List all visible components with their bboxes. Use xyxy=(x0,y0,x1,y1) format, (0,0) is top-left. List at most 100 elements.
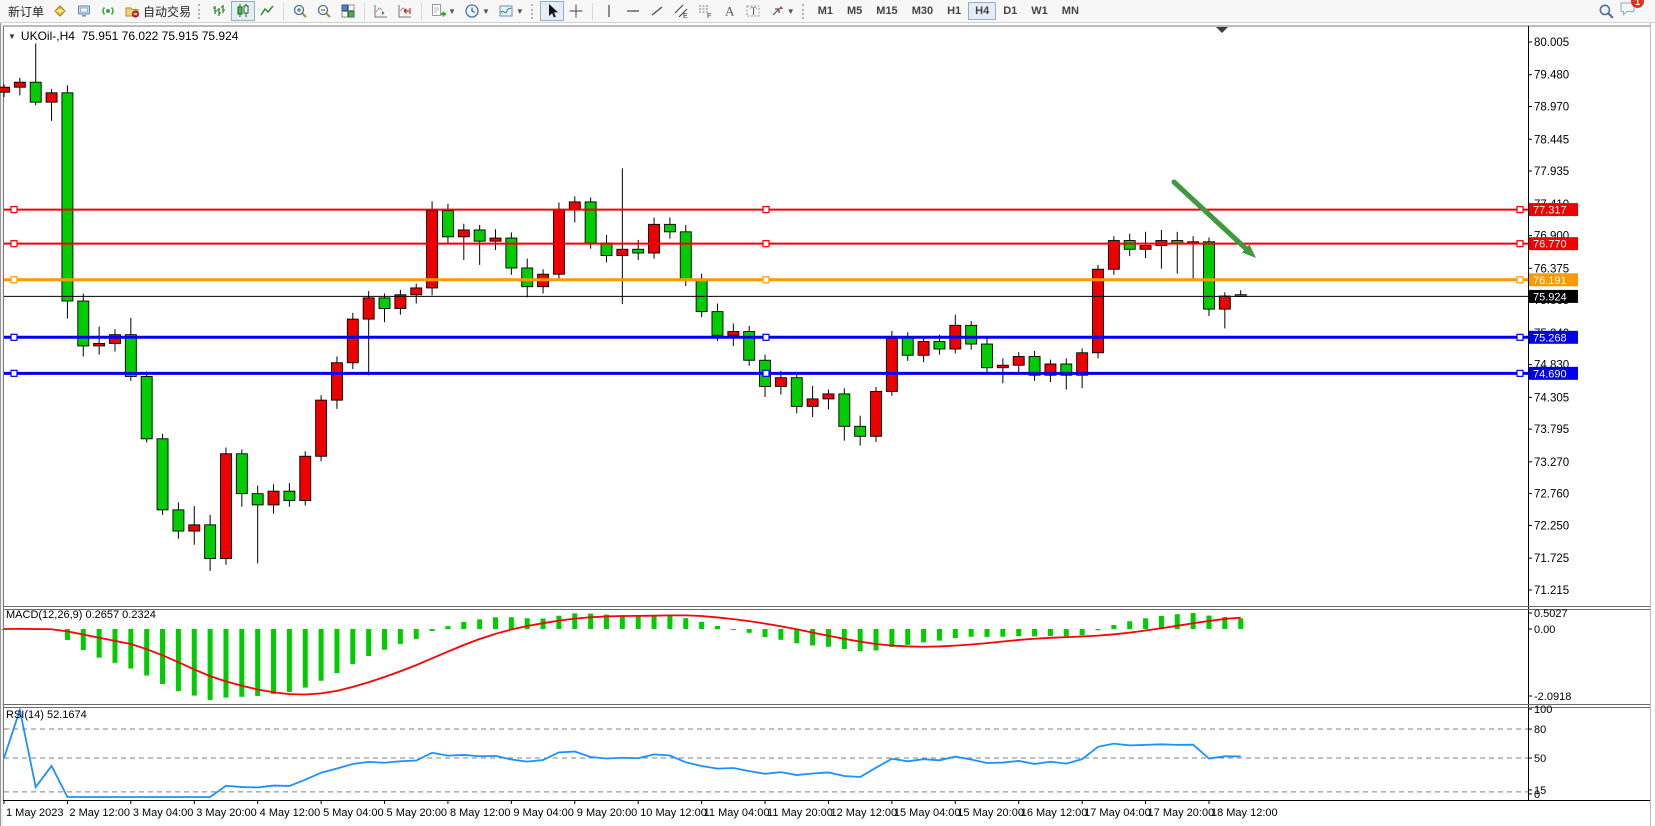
timeframe-w1-button[interactable]: W1 xyxy=(1024,2,1055,20)
line-handle[interactable] xyxy=(10,205,18,214)
search-button[interactable] xyxy=(1594,1,1619,21)
notifications-button[interactable]: 1 xyxy=(1619,0,1644,22)
terminal-button[interactable] xyxy=(72,1,96,21)
toolbar-grip[interactable] xyxy=(530,3,535,19)
line-handle[interactable] xyxy=(762,333,770,341)
timeframe-mn-button[interactable]: MN xyxy=(1055,2,1086,20)
line-handle[interactable] xyxy=(1516,240,1524,248)
collapse-triangle-icon[interactable]: ▼ xyxy=(8,32,16,41)
line-handle[interactable] xyxy=(762,205,770,214)
chart-frame xyxy=(0,23,1651,826)
auto-trading-button[interactable]: 自动交易 xyxy=(120,1,195,21)
line-handle[interactable] xyxy=(10,240,18,248)
macd-histogram-bar xyxy=(64,628,70,640)
timeframe-h1-button[interactable]: H1 xyxy=(940,2,968,20)
text-label-tool-button[interactable]: T xyxy=(741,1,765,21)
line-handle[interactable] xyxy=(1516,205,1524,214)
zoom-in-button[interactable] xyxy=(288,1,312,21)
time-axis-label: 17 May 20:00 xyxy=(1148,807,1215,819)
price-axis-label: 71.215 xyxy=(1534,585,1569,597)
toolbar-grip[interactable] xyxy=(198,3,202,19)
toolbar-grip[interactable] xyxy=(801,3,806,19)
price-axis-label: 71.725 xyxy=(1534,553,1569,565)
horizontal-line-objects[interactable] xyxy=(4,205,1528,377)
chart-shift-button[interactable] xyxy=(393,1,417,21)
chart-shift-marker-icon[interactable] xyxy=(1216,27,1228,33)
text-tool-button[interactable]: A xyxy=(717,1,741,21)
macd-histogram-bar xyxy=(730,628,736,630)
toolbar-separator xyxy=(364,2,366,20)
zoom-in-icon xyxy=(293,4,307,18)
macd-histogram-bar xyxy=(683,618,689,629)
price-axis-label: 73.795 xyxy=(1534,424,1569,436)
line-handle[interactable] xyxy=(762,240,770,248)
timeframe-m1-button[interactable]: M1 xyxy=(811,2,840,20)
bar-chart-button[interactable] xyxy=(207,1,231,21)
candle-body xyxy=(600,242,613,256)
deposit-button[interactable] xyxy=(48,1,72,21)
macd-histogram-bar xyxy=(588,613,594,629)
timeframe-m30-button[interactable]: M30 xyxy=(905,2,940,20)
candle-body xyxy=(426,210,439,289)
horizontal-line-tool-button[interactable] xyxy=(621,1,645,21)
arrows-tool-button[interactable]: ▼ xyxy=(765,1,799,21)
auto-trading-icon xyxy=(125,7,140,18)
periods-button[interactable]: ▼ xyxy=(460,1,494,21)
macd-histogram-bar xyxy=(762,628,768,638)
line-handle[interactable] xyxy=(10,276,18,284)
time-axis[interactable]: 1 May 2023 2 May 12:00 3 May 04:00 3 May 20… xyxy=(3,800,1278,819)
templates-button[interactable]: ▼ xyxy=(494,1,528,21)
signal-button[interactable] xyxy=(96,1,120,21)
terminal-icon xyxy=(78,5,91,17)
candle-body xyxy=(711,311,724,336)
template-icon xyxy=(499,5,513,17)
vertical-line-tool-button[interactable] xyxy=(597,1,621,21)
candle-body xyxy=(521,267,534,288)
macd-histogram-bar xyxy=(635,616,641,629)
line-handle[interactable] xyxy=(10,333,18,341)
fibonacci-tool-button[interactable]: F xyxy=(693,1,717,21)
crosshair-tool-button[interactable] xyxy=(564,1,588,21)
candlestick-chart-button[interactable] xyxy=(231,1,256,21)
macd-histogram-bar xyxy=(350,628,356,665)
search-icon xyxy=(1599,4,1614,19)
timeframe-m15-button[interactable]: M15 xyxy=(869,2,904,20)
trendline-tool-button[interactable] xyxy=(645,1,669,21)
candle-body xyxy=(315,399,328,457)
line-handle[interactable] xyxy=(1516,276,1524,284)
macd-histogram-bar xyxy=(239,628,245,697)
channel-tool-button[interactable]: E xyxy=(669,1,693,21)
chart-area[interactable]: 80.00579.48078.97078.44577.93577.41076.9… xyxy=(0,23,1655,826)
zoom-out-button[interactable] xyxy=(312,1,336,21)
macd-histogram-bar xyxy=(1190,613,1196,629)
candle-body xyxy=(996,364,1009,369)
line-handle[interactable] xyxy=(1516,333,1524,341)
line-handle[interactable] xyxy=(1516,369,1524,377)
new-order-button[interactable]: 新订单 xyxy=(4,1,48,21)
trendline-icon xyxy=(651,6,663,16)
line-handle[interactable] xyxy=(762,369,770,377)
cursor-tool-button[interactable] xyxy=(539,1,564,21)
time-axis-label: 2 May 12:00 xyxy=(69,807,130,819)
macd-histogram-bar xyxy=(1016,628,1022,637)
timeframe-h4-button[interactable]: H4 xyxy=(968,2,997,20)
timeframe-d1-button[interactable]: D1 xyxy=(996,2,1024,20)
price-tag-label: 75.924 xyxy=(1533,291,1567,303)
time-axis-label: 8 May 12:00 xyxy=(450,807,511,819)
price-axis-label: 78.970 xyxy=(1534,102,1569,114)
price-axis[interactable]: 80.00579.48078.97078.44577.93577.41076.9… xyxy=(1528,37,1569,597)
line-handle[interactable] xyxy=(10,369,18,377)
timeframe-m5-button[interactable]: M5 xyxy=(840,2,869,20)
price-tag-label: 76.770 xyxy=(1533,239,1567,251)
vertical-line-icon xyxy=(608,5,610,17)
add-indicator-button[interactable]: ▼ xyxy=(426,1,460,21)
candle-body xyxy=(473,229,486,242)
auto-scroll-button[interactable] xyxy=(369,1,393,21)
macd-histogram-bar xyxy=(1111,624,1117,629)
pane-separators[interactable] xyxy=(3,606,1650,801)
line-handle[interactable] xyxy=(762,276,770,284)
annotation-arrow[interactable] xyxy=(1171,179,1256,258)
macd-histogram-bar xyxy=(810,628,816,646)
tile-windows-button[interactable] xyxy=(336,1,360,21)
line-chart-button[interactable] xyxy=(255,1,279,21)
